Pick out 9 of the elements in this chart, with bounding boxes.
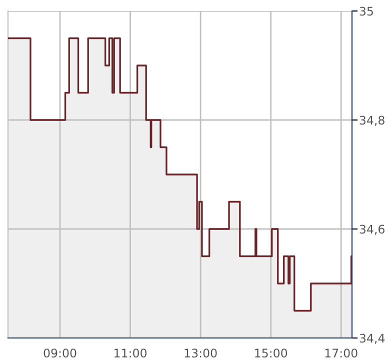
x-tick-label: 17:00 (325, 348, 358, 358)
y-tick-label: 34,4 (360, 334, 385, 344)
y-tick-label: 35 (360, 6, 373, 16)
x-tick-label: 15:00 (255, 348, 288, 358)
x-tick-label: 09:00 (44, 348, 76, 358)
x-tick-label: 11:00 (114, 348, 147, 358)
y-tick-label: 34,8 (360, 116, 384, 126)
y-tick-label: 34,6 (360, 224, 384, 235)
x-tick-label: 13:00 (184, 348, 217, 358)
